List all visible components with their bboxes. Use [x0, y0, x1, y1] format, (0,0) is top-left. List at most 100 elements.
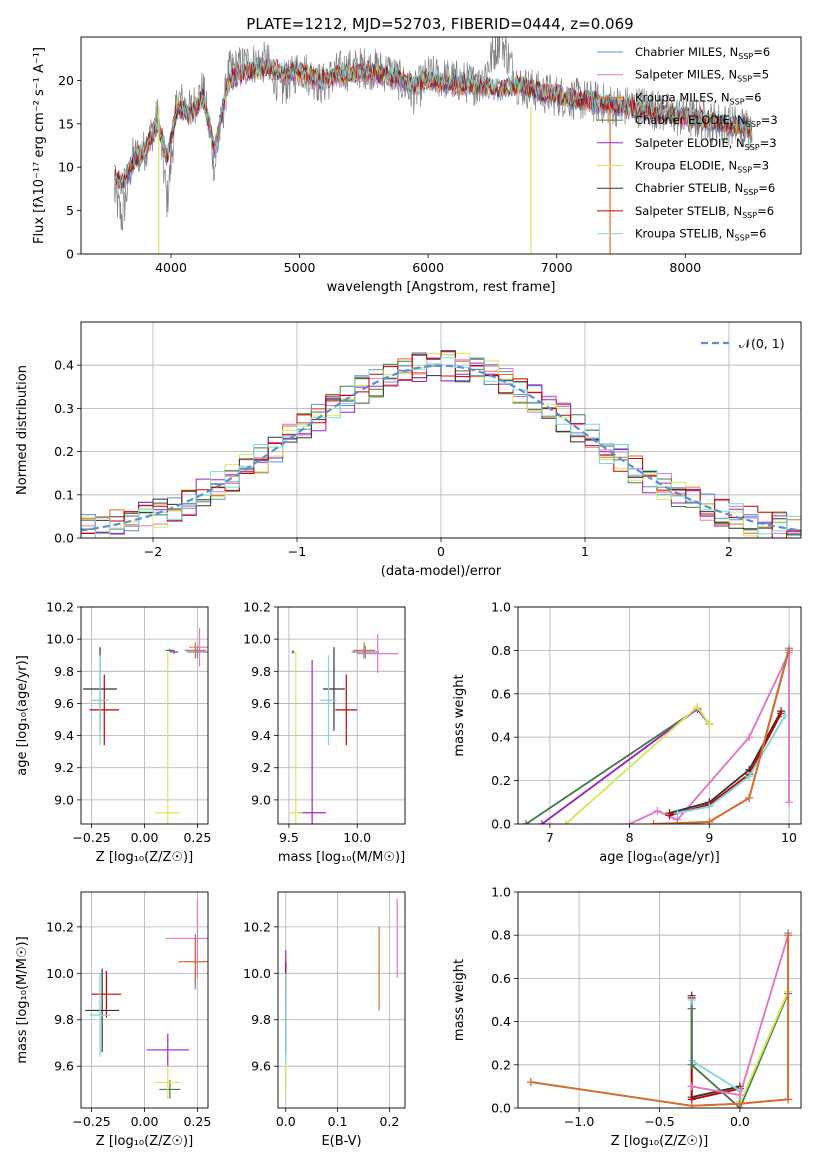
- massweight_vs_Z-ylabel: mass weight: [452, 959, 467, 1041]
- mass_vs_ebv-ytick-label: 10.2: [243, 919, 271, 934]
- legend-label-kroupa_elodie: Kroupa ELODIE, NSSP=3: [635, 159, 769, 175]
- massweight_vs_Z-marker-kroupa_miles: [784, 931, 793, 940]
- mass_vs_ebv-axes: 0.0 0.1 0.2 9.6 9.8 10.0 10.2 E(B-V): [243, 891, 406, 1149]
- age_vs_Z-ytick-label: 9.4: [54, 728, 74, 743]
- age_vs_mass-plot-area: [288, 634, 399, 824]
- mass_vs_ebv-xtick-label: 0.1: [328, 1114, 348, 1129]
- legend-text: =3: [761, 113, 778, 127]
- massweight_vs_age-marker-salpeter_miles: [625, 820, 634, 824]
- massweight_vs_Z-marker-kroupa_miles: [526, 1078, 535, 1087]
- residuals-xtick-label: −1: [288, 544, 306, 559]
- age_vs_mass-frame: [277, 606, 406, 825]
- massweight_vs_Z-marker-chabrier_elodie: [687, 1004, 696, 1013]
- massweight_vs_age-marker-salpeter_miles: [653, 806, 662, 815]
- legend-subscript: SSP: [735, 234, 750, 243]
- age_vs_Z-xlabel: Z [log₁₀(Z/Z☉)]: [96, 850, 193, 865]
- age_vs_mass-ytick-label: 10.0: [243, 632, 271, 647]
- residuals-xtick-label: 2: [725, 544, 733, 559]
- age_vs_mass-ytick-label: 9.8: [251, 664, 271, 679]
- residuals-xtick-label: 1: [581, 544, 589, 559]
- legend-subscript: SSP: [730, 97, 745, 106]
- legend-text: =5: [752, 68, 769, 82]
- mass_vs_Z-ylabel: mass [log₁₀(M/M☉)]: [15, 936, 30, 1063]
- massweight_vs_Z-marker-kroupa_miles: [735, 1099, 744, 1108]
- spectrum-xtick-label: 4000: [155, 260, 187, 275]
- massweight_vs_age-marker-kroupa_miles: [745, 793, 754, 802]
- mass_vs_Z-plot-area: [85, 898, 208, 1099]
- age_vs_mass-ytick-label: 9.2: [251, 760, 271, 775]
- massweight_vs_Z-line-chabrier_elodie: [690, 993, 789, 1108]
- massweight_vs_Z-ytick-label: 0.0: [491, 1101, 511, 1116]
- massweight_vs_age-plot-area: [521, 644, 794, 824]
- legend-text: Salpeter STELIB, N: [635, 204, 742, 218]
- mass_vs_ebv-plot-area: [285, 898, 398, 1095]
- age_vs_Z-ytick-label: 9.6: [54, 696, 74, 711]
- age_vs_Z-ytick-label: 9.8: [54, 664, 74, 679]
- spectrum-frame: [80, 36, 802, 255]
- massweight_vs_age-ytick-label: 0.2: [491, 773, 511, 788]
- legend-text: Salpeter ELODIE, N: [635, 136, 745, 150]
- legend-label-chabrier_elodie: Chabrier ELODIE, NSSP=3: [635, 113, 778, 129]
- massweight_vs_age-marker-chabrier_miles: [673, 820, 682, 824]
- mass_vs_ebv-xtick-label: 0.2: [380, 1114, 400, 1129]
- massweight_vs_age-line-salpeter_miles: [629, 652, 790, 824]
- massweight_vs_Z-xtick-label: 0.0: [730, 1114, 750, 1129]
- massweight_vs_age-frame: [517, 606, 802, 825]
- massweight_vs_age-marker-kroupa_stelib: [781, 711, 790, 720]
- legend-text: =6: [753, 45, 770, 59]
- massweight_vs_age-marker-kroupa_miles: [705, 817, 714, 824]
- massweight_vs_age-marker-kroupa_elodie: [693, 702, 702, 711]
- age_vs_Z-ytick-label: 10.2: [46, 600, 74, 615]
- legend-label-kroupa_stelib: Kroupa STELIB, NSSP=6: [635, 227, 766, 243]
- legend-text: =6: [758, 181, 775, 195]
- legend-subscript: SSP: [737, 166, 752, 175]
- legend-label-salpeter_stelib: Salpeter STELIB, NSSP=6: [635, 204, 774, 220]
- age_vs_Z-xtick-label: −0.25: [72, 830, 110, 845]
- mass_vs_ebv-ytick-label: 9.6: [251, 1059, 271, 1074]
- massweight_vs_age-ytick-label: 0.4: [491, 730, 511, 745]
- age_vs_Z-xtick-label: 0.00: [131, 830, 159, 845]
- massweight_vs_age-marker-kroupa_stelib: [745, 772, 754, 781]
- spectrum-xlabel: wavelength [Angstrom, rest frame]: [327, 280, 556, 295]
- age_vs_Z-ytick-label: 10.0: [46, 632, 74, 647]
- spectrum-ytick-label: 20: [58, 73, 74, 88]
- massweight_vs_age-marker-kroupa_elodie: [561, 820, 570, 824]
- spectrum-ytick-label: 0: [66, 247, 74, 262]
- mass_vs_ebv-frame: [277, 891, 406, 1109]
- legend-subscript: SSP: [742, 211, 757, 220]
- age_vs_Z-xtick-label: 0.25: [183, 830, 211, 845]
- age_vs_mass-ytick-label: 9.0: [251, 792, 271, 807]
- spectrum-ytick-label: 5: [66, 203, 74, 218]
- massweight_vs_age-axes: 7 8 9 10 0.0 0.2 0.4 0.6 0.8 1.0 age [log₁₀(age/yr…: [452, 600, 802, 865]
- massweight_vs_age-ytick-label: 0.0: [491, 817, 511, 832]
- massweight_vs_age-xtick-label: 9: [705, 830, 713, 845]
- legend-label-chabrier_miles: Chabrier MILES, NSSP=6: [635, 45, 770, 61]
- age_vs_mass-ytick-label: 9.6: [251, 696, 271, 711]
- massweight_vs_Z-axes: −1.0 −0.5 0.0 0.0 0.2 0.4 0.6 0.8 1.0 Z [log₁₀(Z/…: [452, 885, 802, 1149]
- massweight_vs_Z-line-kroupa_elodie: [739, 991, 789, 1105]
- massweight_vs_Z-xtick-label: −1.0: [564, 1114, 594, 1129]
- massweight_vs_Z-xlabel: Z [log₁₀(Z/Z☉)]: [611, 1134, 708, 1149]
- massweight_vs_age-marker-salpeter_stelib: [665, 811, 674, 820]
- spectrum-ylabel: Flux [fλ10⁻¹⁷ erg cm⁻² s⁻¹ A⁻¹]: [32, 47, 47, 244]
- massweight_vs_age-ytick-label: 0.8: [491, 643, 511, 658]
- spectrum-xtick-label: 8000: [669, 260, 701, 275]
- spectrum-ytick-label: 15: [58, 116, 74, 131]
- residuals-ytick-label: 0.1: [54, 487, 74, 502]
- model-spectrum-kroupa_stelib: [114, 55, 752, 185]
- massweight_vs_age-xtick-label: 10: [781, 830, 797, 845]
- age_vs_mass-xtick-label: 9.5: [279, 830, 299, 845]
- legend-label-kroupa_miles: Kroupa MILES, NSSP=6: [635, 90, 761, 106]
- residuals-ytick-label: 0.4: [54, 358, 74, 373]
- massweight_vs_age-xlabel: age [log₁₀(age/yr)]: [599, 850, 720, 865]
- spectrum-xtick-label: 7000: [541, 260, 573, 275]
- massweight_vs_Z-ytick-label: 0.6: [491, 971, 511, 986]
- spectrum-plot-area: [114, 37, 753, 254]
- massweight_vs_Z-marker-salpeter_miles: [735, 1091, 744, 1100]
- figure-title: PLATE=1212, MJD=52703, FIBERID=0444, z=0…: [246, 15, 633, 33]
- massweight_vs_Z-plot-area: [526, 929, 793, 1108]
- residuals-xtick-label: 0: [437, 544, 445, 559]
